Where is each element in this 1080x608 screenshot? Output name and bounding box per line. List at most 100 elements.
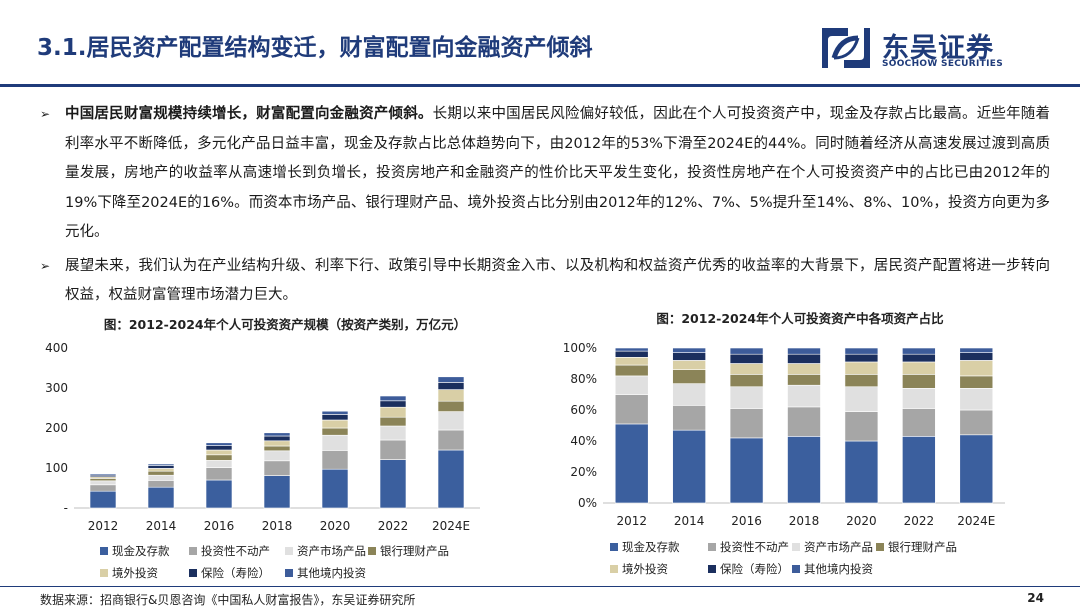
bar-segment	[437, 449, 465, 509]
bar-segment	[205, 460, 233, 468]
bar-segment	[959, 434, 994, 504]
bar-segment	[205, 467, 233, 481]
bar-segment	[205, 449, 233, 456]
y-tick-label: 200	[45, 421, 68, 435]
bar-segment	[844, 353, 879, 363]
y-tick-label: 40%	[570, 434, 597, 448]
bar-segment	[902, 387, 936, 409]
bar-segment	[729, 408, 764, 439]
bar-segment	[844, 411, 879, 442]
bar-segment	[147, 463, 175, 466]
legend-label: 保险（寿险）	[720, 562, 789, 576]
bar-segment	[321, 468, 349, 509]
legend-swatch	[792, 565, 800, 573]
legend-swatch	[610, 565, 618, 573]
bar-segment	[614, 356, 649, 366]
x-tick-label: 2014	[146, 519, 177, 533]
legend-item: 投资性不动产	[708, 539, 789, 555]
legend-label: 保险（寿险）	[201, 566, 270, 580]
x-tick-label: 2020	[320, 519, 351, 533]
legend-label: 投资性不动产	[720, 540, 789, 554]
bar-segment	[672, 360, 706, 370]
bar-segment	[147, 470, 175, 476]
legend-item: 保险（寿险）	[189, 565, 270, 581]
y-tick-label: 60%	[570, 403, 597, 417]
logo-text-cn: 东吴证券	[882, 33, 994, 64]
bar-segment	[672, 369, 706, 384]
bar-segment	[437, 376, 465, 383]
legend-swatch	[708, 543, 716, 551]
legend-item: 现金及存款	[610, 539, 680, 555]
footer-source: 数据来源：招商银行&贝恩咨询《中国私人财富报告》，东吴证券研究所	[40, 593, 416, 607]
bar-segment	[263, 475, 291, 509]
bar-segment	[437, 411, 465, 431]
x-tick-label: 2020	[846, 514, 877, 528]
bar-segment	[379, 406, 407, 418]
bar-segment	[379, 395, 407, 402]
legend-swatch	[708, 565, 716, 573]
bar-segment	[959, 360, 994, 377]
bar-segment	[379, 416, 407, 427]
paragraph-1-lead: 中国居民财富规模持续增长，财富配置向金融资产倾斜。	[65, 106, 433, 122]
bar-segment	[321, 419, 349, 429]
chart-2-legend: 现金及存款 投资性不动产 资产市场产品 银行理财产品 境外投资 保险（寿险） 其他境内投资	[610, 539, 1030, 581]
legend-item: 其他境内投资	[792, 561, 873, 577]
x-tick-label: 2012	[88, 519, 119, 533]
legend-swatch	[285, 547, 293, 555]
y-tick-label: 80%	[570, 372, 597, 386]
bar-segment	[205, 442, 233, 446]
header-divider	[0, 84, 1080, 87]
bar-segment	[89, 473, 117, 476]
bar-segment	[614, 423, 649, 504]
bar-segment	[263, 445, 291, 452]
bar-segment	[614, 364, 649, 377]
legend-label: 境外投资	[622, 562, 668, 576]
legend-item: 现金及存款	[100, 543, 170, 559]
bar-segment	[959, 352, 994, 361]
x-tick-label: 2024E	[957, 514, 995, 528]
legend-swatch	[285, 569, 293, 577]
x-tick-label: 2024E	[432, 519, 470, 533]
legend-label: 资产市场产品	[297, 544, 366, 558]
legend-item: 境外投资	[100, 565, 158, 581]
legend-item: 银行理财产品	[876, 539, 957, 555]
bar-segment	[147, 465, 175, 469]
legend-label: 银行理财产品	[888, 540, 957, 554]
arrow-bullet-icon: ➢	[40, 107, 51, 121]
bar-segment	[263, 460, 291, 476]
legend-swatch	[368, 547, 376, 555]
legend-label: 境外投资	[112, 566, 158, 580]
arrow-bullet-icon: ➢	[40, 258, 51, 273]
page-number: 24	[1027, 591, 1044, 605]
bar-segment	[902, 408, 936, 437]
bar-segment	[89, 478, 117, 482]
chart-1-legend: 现金及存款 投资性不动产 资产市场产品 银行理财产品 境外投资 保险（寿险） 其他境内投资	[100, 543, 500, 585]
paragraph-2-text: 展望未来，我们认为在产业结构升级、利率下行、政策引导中长期资金入市、以及机构和权…	[65, 257, 1050, 304]
bar-segment	[787, 363, 821, 375]
bar-segment	[437, 429, 465, 451]
y-tick-label: 100	[45, 461, 68, 475]
bar-segment	[89, 484, 117, 492]
bar-segment	[672, 383, 706, 406]
paragraph-1: ➢ 中国居民财富规模持续增长，财富配置向金融资产倾斜。长期以来中国居民风险偏好较…	[40, 100, 1050, 248]
y-tick-label: 20%	[570, 465, 597, 479]
bar-segment	[902, 374, 936, 389]
paragraph-2: ➢ 展望未来，我们认为在产业结构升级、利率下行、政策引导中长期资金入市、以及机构…	[40, 252, 1050, 311]
x-tick-label: 2016	[731, 514, 762, 528]
y-tick-label: 0%	[578, 496, 597, 510]
bar-segment	[672, 429, 706, 504]
bar-segment	[147, 474, 175, 481]
bar-segment	[147, 468, 175, 472]
bar-segment	[729, 386, 764, 409]
legend-item: 境外投资	[610, 561, 668, 577]
legend-swatch	[100, 569, 108, 577]
bar-segment	[147, 480, 175, 488]
bar-segment	[379, 425, 407, 441]
legend-item: 投资性不动产	[189, 543, 270, 559]
legend-item: 资产市场产品	[285, 543, 366, 559]
legend-item: 保险（寿险）	[708, 561, 789, 577]
legend-swatch	[792, 543, 800, 551]
bar-segment	[321, 434, 349, 451]
bar-segment	[379, 400, 407, 408]
x-tick-label: 2014	[674, 514, 705, 528]
